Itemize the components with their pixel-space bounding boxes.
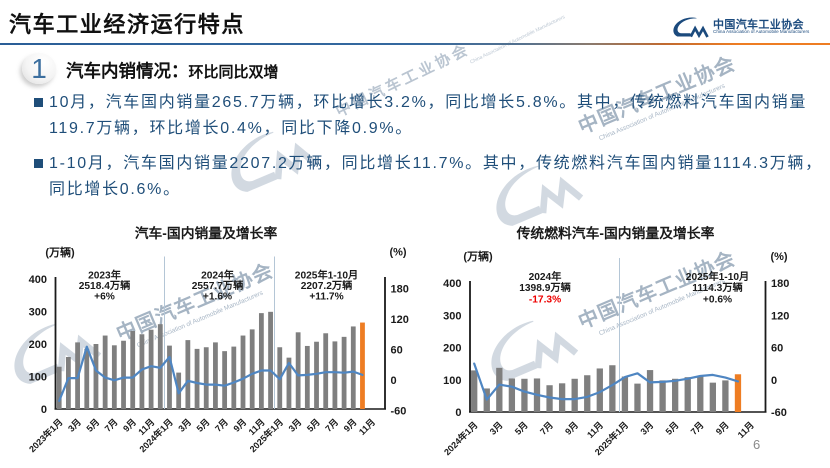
svg-text:7月: 7月 (103, 417, 120, 434)
svg-text:2025年1-10月: 2025年1-10月 (686, 270, 749, 283)
svg-text:2024年: 2024年 (201, 269, 234, 282)
svg-text:1398.9万辆: 1398.9万辆 (519, 281, 571, 294)
svg-text:-17.3%: -17.3% (529, 295, 561, 306)
svg-text:1114.3万辆: 1114.3万辆 (692, 281, 742, 294)
svg-text:9月: 9月 (714, 420, 731, 437)
svg-text:汽车-国内销量及增长率: 汽车-国内销量及增长率 (135, 225, 278, 241)
svg-text:+1.6%: +1.6% (203, 292, 232, 303)
svg-text:60: 60 (771, 343, 783, 355)
svg-text:2207.2万辆: 2207.2万辆 (301, 279, 353, 292)
svg-text:0: 0 (391, 375, 397, 387)
svg-text:9月: 9月 (563, 420, 580, 437)
svg-text:100: 100 (29, 372, 47, 384)
svg-text:400: 400 (29, 274, 47, 286)
svg-text:+11.7%: +11.7% (309, 292, 343, 303)
svg-text:(%): (%) (770, 251, 787, 263)
svg-text:3月: 3月 (287, 417, 304, 434)
svg-text:+6%: +6% (94, 292, 115, 303)
svg-text:0: 0 (455, 407, 461, 419)
svg-text:5月: 5月 (664, 420, 681, 437)
svg-text:180: 180 (771, 278, 789, 290)
svg-text:9月: 9月 (231, 417, 248, 434)
svg-text:5月: 5月 (305, 417, 322, 434)
svg-text:120: 120 (771, 310, 789, 322)
svg-text:9月: 9月 (121, 417, 138, 434)
svg-text:120: 120 (391, 314, 409, 326)
svg-text:-60: -60 (771, 407, 787, 419)
svg-text:100: 100 (443, 375, 461, 387)
svg-text:7月: 7月 (323, 417, 340, 434)
svg-text:3月: 3月 (176, 417, 193, 434)
svg-text:2025年1-10月: 2025年1-10月 (295, 269, 358, 282)
svg-text:7月: 7月 (538, 420, 555, 437)
svg-text:3月: 3月 (66, 417, 83, 434)
svg-text:3月: 3月 (638, 420, 655, 437)
svg-text:11月: 11月 (357, 417, 377, 437)
svg-text:(万辆): (万辆) (45, 245, 75, 259)
svg-text:300: 300 (443, 310, 461, 322)
svg-text:0: 0 (771, 375, 777, 387)
svg-text:2024年1月: 2024年1月 (441, 419, 479, 457)
svg-text:2023年: 2023年 (88, 269, 121, 282)
svg-text:300: 300 (29, 307, 47, 319)
svg-text:5月: 5月 (84, 417, 101, 434)
svg-text:2518.4万辆: 2518.4万辆 (79, 279, 131, 292)
svg-text:9月: 9月 (342, 417, 359, 434)
svg-text:(%): (%) (389, 247, 406, 259)
svg-text:2023年1月: 2023年1月 (26, 416, 64, 454)
svg-text:传统燃料汽车-国内销量及增长率: 传统燃料汽车-国内销量及增长率 (516, 225, 715, 241)
svg-text:7月: 7月 (213, 417, 230, 434)
svg-text:5月: 5月 (513, 420, 530, 437)
svg-text:180: 180 (391, 284, 409, 296)
svg-text:2557.7万辆: 2557.7万辆 (192, 279, 244, 292)
svg-text:+0.6%: +0.6% (703, 295, 732, 306)
svg-text:60: 60 (391, 345, 403, 357)
svg-text:400: 400 (443, 278, 461, 290)
svg-text:200: 200 (443, 343, 461, 355)
svg-text:2024年: 2024年 (529, 270, 562, 283)
svg-text:5月: 5月 (195, 417, 212, 434)
svg-text:11月: 11月 (585, 420, 605, 440)
svg-text:200: 200 (29, 339, 47, 351)
svg-text:(万辆): (万辆) (463, 249, 493, 263)
svg-text:7月: 7月 (689, 420, 706, 437)
svg-text:3月: 3月 (488, 420, 505, 437)
svg-text:0: 0 (41, 404, 47, 416)
svg-text:-60: -60 (391, 406, 407, 418)
